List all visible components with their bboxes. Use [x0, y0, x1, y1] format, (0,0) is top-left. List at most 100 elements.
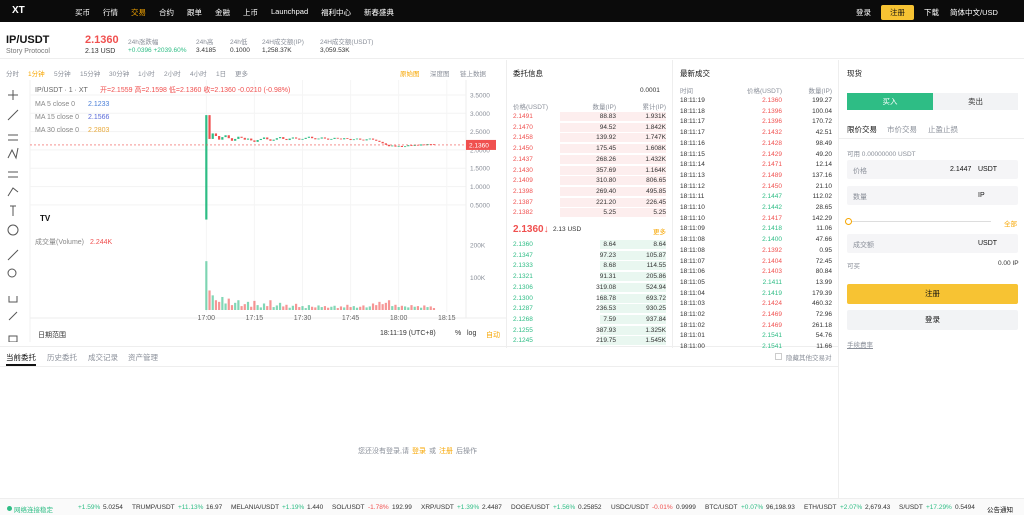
slider-handle[interactable] [845, 218, 852, 225]
input-box[interactable] [847, 234, 1018, 253]
candle-body [291, 137, 294, 139]
interval-tab[interactable]: 更多 [235, 71, 248, 78]
nav-item[interactable]: 合约 [159, 8, 174, 17]
ticker-price: 0.9999 [676, 504, 696, 511]
candle-body [387, 144, 391, 147]
interval-tab[interactable]: 分时 [6, 71, 19, 78]
order-type-tab[interactable]: 止盈止损 [928, 125, 958, 134]
orderbook-cell: 236.53 [596, 305, 616, 313]
interval-tab[interactable]: 30分钟 [109, 71, 130, 78]
notice[interactable]: 公告通知 [984, 504, 1013, 514]
login-link[interactable]: 登录 [856, 8, 871, 17]
volume-bar [269, 300, 272, 310]
input-box[interactable] [847, 186, 1018, 205]
download-link[interactable]: 下载 [924, 8, 939, 17]
trade-cell: 2.1418 [762, 225, 782, 233]
interval-tab[interactable]: 15分钟 [80, 71, 101, 78]
orderbook-header: 累计(IP) [642, 104, 666, 111]
view-tab[interactable]: 链上数据 [460, 71, 486, 78]
stat-value: +0.0396 +2039.60% [128, 47, 187, 54]
nav-item[interactable]: 行情 [103, 8, 118, 17]
candle-body [336, 137, 339, 139]
trade-cell: 2.1403 [762, 268, 782, 276]
orderbook-cell: 2.1437 [513, 155, 533, 163]
nav-item[interactable]: 新春盛典 [364, 8, 394, 17]
x-tick-label: 17:00 [198, 315, 216, 322]
ticker-pair[interactable]: ETH/USDT [804, 504, 837, 511]
candle-body [343, 138, 346, 140]
candle-body [269, 139, 272, 141]
ticker-pair[interactable]: USDC/USDT [611, 504, 649, 511]
precision-select[interactable]: 0.0001 [640, 87, 660, 94]
ticker-pair[interactable]: XRP/USDT [421, 504, 454, 511]
svg-text:TV: TV [40, 214, 51, 223]
orders-tab[interactable]: 成交记录 [88, 353, 118, 362]
volume-bar [227, 298, 230, 310]
fee-link[interactable]: 手续费率 [847, 342, 873, 349]
pair-price-usd: 2.13 USD [85, 48, 116, 55]
nav-item[interactable]: 福利中心 [321, 8, 351, 17]
nav-item[interactable]: 上币 [243, 8, 258, 17]
nav-item[interactable]: 金融 [215, 8, 230, 17]
interval-tab[interactable]: 1小时 [138, 71, 155, 78]
buy-tab[interactable]: 买入 [847, 93, 933, 110]
date-range[interactable]: 日期范围 [38, 332, 66, 339]
orderbook-cell: 1.545K [645, 337, 666, 345]
ticker-pair[interactable]: DOGE/USDT [511, 504, 550, 511]
all-button[interactable]: 全部 [1004, 221, 1017, 228]
view-tab[interactable]: 原始图 [400, 71, 420, 78]
ticker-pair[interactable]: TRUMP/USDT [132, 504, 175, 511]
checkbox[interactable] [775, 353, 782, 360]
view-tab[interactable]: 深度图 [430, 71, 450, 78]
empty-message[interactable]: 注册 [439, 448, 453, 455]
ask-shade [560, 112, 666, 121]
nav-item[interactable]: 买币 [75, 8, 90, 17]
trade-cell: 18:11:03 [680, 300, 705, 308]
orderbook-cell: 168.78 [596, 294, 616, 302]
interval-tab[interactable]: 2小时 [164, 71, 181, 78]
trade-cell: 18:11:09 [680, 225, 705, 233]
interval-tab[interactable]: 1日 [216, 71, 227, 78]
log-toggle[interactable]: log [467, 330, 477, 337]
ticker-pair[interactable]: SOL/USDT [332, 504, 365, 511]
ticker-pair[interactable]: S/USDT [899, 504, 923, 511]
ticker-pair[interactable]: MELANIA/USDT [231, 504, 280, 511]
interval-tab[interactable]: 4小时 [190, 71, 207, 78]
ticker-pair[interactable]: BTC/USDT [705, 504, 738, 511]
trade-cell: 2.1400 [762, 236, 782, 244]
order-type-tab[interactable]: 市价交易 [887, 125, 917, 134]
ask-shade [560, 197, 666, 207]
trade-cell: 142.29 [812, 214, 832, 222]
volume-bar [362, 305, 365, 310]
nav-item[interactable]: Launchpad [271, 7, 309, 16]
ask-shade [560, 133, 666, 143]
interval-tab[interactable]: 5分钟 [54, 71, 71, 78]
y-tick-label: 0.5000 [470, 202, 490, 209]
more-link[interactable]: 更多 [653, 229, 666, 236]
sell-tab[interactable]: 卖出 [933, 93, 1018, 110]
register-button[interactable]: 注册 [847, 284, 1018, 304]
orderbook-cell: 105.87 [646, 251, 666, 259]
orderbook-cell: 2.1470 [513, 123, 533, 131]
orders-tab[interactable]: 当前委托 [6, 353, 36, 362]
language-selector[interactable]: 简体中文/USD [950, 8, 998, 17]
empty-message[interactable]: 登录 [412, 448, 426, 455]
candle-body [333, 137, 336, 139]
x-tick-label: 17:45 [342, 315, 360, 322]
nav-item[interactable]: 交易 [131, 8, 146, 17]
auto-toggle[interactable]: 自动 [486, 332, 500, 339]
register-button[interactable]: 注册 [881, 5, 914, 20]
ticker-price: 192.99 [392, 504, 412, 511]
interval-tab[interactable]: 1分钟 [28, 71, 45, 78]
volume-bar [314, 307, 317, 310]
nav-item[interactable]: 跟单 [187, 8, 202, 17]
login-button[interactable]: 登录 [847, 310, 1018, 330]
percent-toggle[interactable]: % [455, 330, 462, 337]
trade-cell: 98.49 [815, 139, 832, 147]
candle-body [420, 144, 423, 146]
orders-tab[interactable]: 资产管理 [128, 353, 158, 362]
order-type-tab[interactable]: 限价交易 [847, 125, 877, 134]
input-box[interactable] [847, 160, 1018, 179]
candle-body [346, 138, 349, 139]
orders-tab[interactable]: 历史委托 [47, 353, 77, 362]
